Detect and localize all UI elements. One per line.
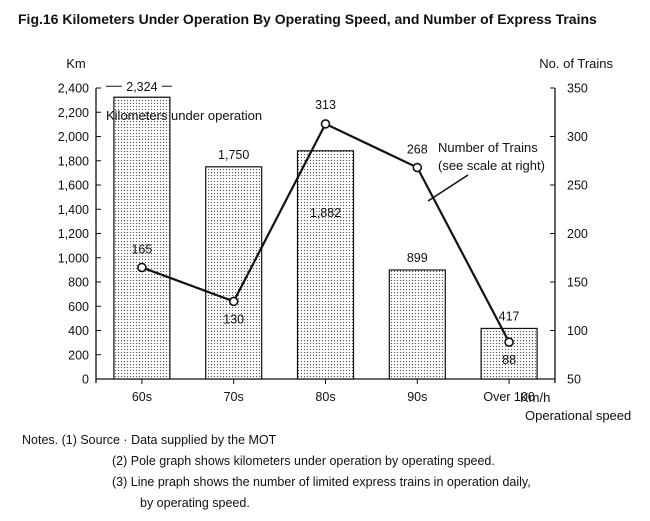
- bar-value-label: 899: [407, 251, 428, 265]
- bar-value-label: 417: [499, 309, 520, 323]
- left-tick-label: 1,200: [58, 227, 89, 241]
- x-labels: 60s 70s 80s 90s Over 100: [132, 379, 535, 404]
- left-tick-label: 1,800: [58, 154, 89, 168]
- bar: [296, 150, 355, 380]
- right-tick-label: 300: [567, 130, 588, 144]
- notes: Notes. (1) Source · Data supplied by the…: [22, 430, 531, 514]
- trains-value-label: 268: [407, 143, 428, 157]
- left-tick-label: 400: [68, 324, 89, 338]
- right-tick-label: 250: [567, 179, 588, 193]
- right-tick-label: 150: [567, 276, 588, 290]
- note-2: (2) Pole graph shows kilometers under op…: [112, 454, 495, 468]
- right-ticks: 50 100 150 200 250 300 350: [550, 82, 588, 387]
- trains-value-label: 88: [502, 353, 516, 367]
- x-tick-label: Over 100: [483, 390, 534, 404]
- left-tick-label: 2,400: [58, 82, 89, 96]
- trains-point: [137, 262, 147, 273]
- bar-value-label: 1,750: [218, 148, 249, 162]
- bar-labels: 2,324 1,750 1,882 899 417: [105, 80, 520, 323]
- left-tick-label: 200: [68, 348, 89, 362]
- x-axis-unit: Km/h: [520, 390, 550, 405]
- left-tick-label: 1,600: [58, 179, 89, 193]
- bar: [205, 166, 263, 380]
- trains-point: [504, 337, 514, 347]
- trains-value-label: 130: [223, 312, 244, 326]
- bar-series-annotation: Kilometers under operation: [106, 108, 262, 123]
- line-series-annotation-1: Number of Trains: [438, 140, 538, 155]
- left-tick-label: 0: [82, 373, 89, 387]
- x-tick-label: 60s: [132, 390, 152, 404]
- note-3: (3) Line praph shows the number of limit…: [112, 475, 531, 489]
- line-series: 165 130 313 268 88: [131, 98, 516, 367]
- bar-value-label: 1,882: [310, 206, 341, 220]
- left-ticks: 0 200 400 600 800 1,000 1,200 1,400 1,600 1,800 2,…: [58, 82, 101, 387]
- left-tick-label: 2,000: [58, 130, 89, 144]
- bar-value-label: 2,324: [126, 80, 157, 94]
- left-tick-label: 600: [68, 300, 89, 314]
- left-tick-label: 2,200: [58, 106, 89, 120]
- left-tick-label: 800: [68, 276, 89, 290]
- bars: [113, 96, 538, 380]
- annotation-pointer: [427, 174, 469, 202]
- x-axis-label: Operational speed: [525, 408, 631, 423]
- bar: [388, 269, 446, 380]
- line-series-annotation-2: (see scale at right): [438, 158, 545, 173]
- note-4: by operating speed.: [140, 496, 250, 510]
- trains-point: [320, 119, 331, 129]
- bar: [113, 96, 171, 380]
- right-axis-label: No. of Trains: [539, 56, 613, 71]
- note-1: Notes. (1) Source · Data supplied by the…: [22, 433, 277, 447]
- trains-point: [412, 162, 423, 173]
- chart-title: Fig.16 Kilometers Under Operation By Ope…: [18, 11, 597, 27]
- trains-value-label: 165: [131, 242, 152, 256]
- left-tick-label: 1,000: [58, 251, 89, 265]
- right-tick-label: 50: [567, 373, 581, 387]
- x-tick-label: 80s: [315, 390, 335, 404]
- right-tick-label: 350: [567, 82, 588, 96]
- trains-value-label: 313: [315, 98, 336, 112]
- left-tick-label: 1,400: [58, 203, 89, 217]
- right-tick-label: 100: [567, 324, 588, 338]
- right-tick-label: 200: [567, 227, 588, 241]
- trains-point: [228, 296, 239, 307]
- bar: [480, 327, 538, 380]
- x-tick-label: 70s: [224, 390, 244, 404]
- x-tick-label: 90s: [407, 390, 427, 404]
- left-axis-label: Km: [66, 56, 86, 71]
